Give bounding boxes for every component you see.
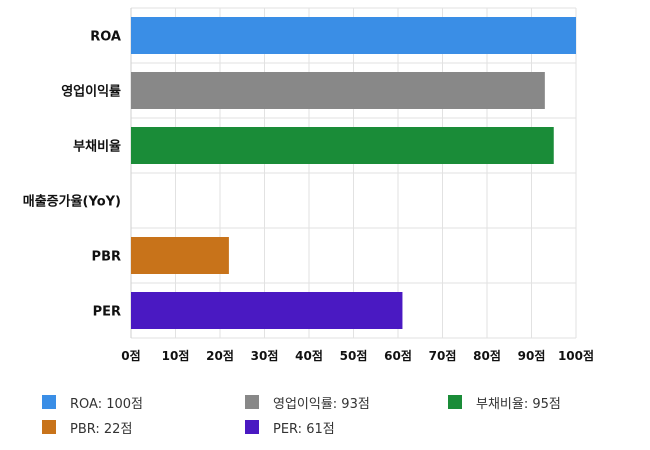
bar: [131, 17, 576, 54]
bars: [131, 17, 576, 329]
bar: [131, 292, 403, 329]
x-tick-label: 0점: [121, 348, 140, 363]
x-tick-label: 90점: [518, 348, 546, 363]
category-label: 매출증가율(YoY): [23, 194, 121, 210]
x-axis-tick-labels: 0점 10점 20점 30점 40점 50점 60점 70점 80점 90점 100점: [121, 348, 594, 363]
x-tick-label: 70점: [429, 348, 457, 363]
category-label: 부채비율: [73, 139, 121, 155]
category-label: PBR: [92, 250, 121, 265]
x-tick-label: 80점: [473, 348, 501, 363]
category-label: ROA: [90, 30, 121, 45]
x-tick-label: 50점: [340, 348, 368, 363]
bar: [131, 127, 554, 164]
x-tick-label: 60점: [384, 348, 412, 363]
x-tick-label: 20점: [206, 348, 234, 363]
bar: [131, 237, 229, 274]
x-tick-label: 10점: [162, 348, 190, 363]
x-tick-label: 30점: [251, 348, 279, 363]
x-tick-label: 40점: [295, 348, 323, 363]
bar: [131, 72, 545, 109]
grid: [130, 7, 577, 339]
category-label: PER: [93, 305, 121, 320]
x-tick-label: 100점: [558, 348, 594, 363]
category-label: 영업이익률: [61, 84, 121, 100]
